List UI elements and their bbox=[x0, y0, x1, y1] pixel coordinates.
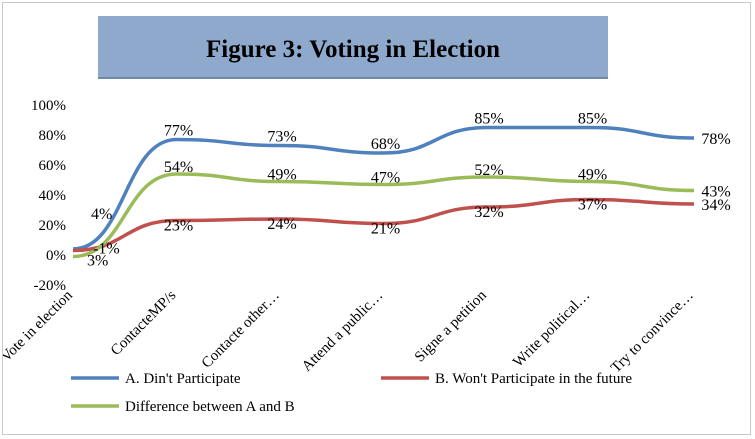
x-category-label: Attend a public… bbox=[299, 288, 386, 375]
y-tick-label: 40% bbox=[39, 188, 67, 204]
data-label: 73% bbox=[267, 129, 296, 146]
data-label: 49% bbox=[578, 167, 607, 184]
data-label: 43% bbox=[701, 184, 730, 201]
series-line-0 bbox=[72, 125, 695, 251]
x-category-label: Try to convince… bbox=[608, 288, 697, 377]
data-label: 85% bbox=[578, 111, 607, 128]
legend-label: B. Won't Participate in the future bbox=[435, 371, 632, 387]
x-category-label: Signe a petition bbox=[412, 287, 490, 365]
y-tick-label: 60% bbox=[39, 158, 67, 174]
series-line-2 bbox=[72, 172, 695, 259]
data-label: 4% bbox=[91, 206, 112, 223]
y-tick-label: 100% bbox=[31, 98, 66, 114]
data-label: 34% bbox=[701, 197, 730, 214]
legend-label: A. Din't Participate bbox=[125, 371, 241, 387]
chart-title-box: Figure 3: Voting in Election bbox=[98, 16, 608, 79]
data-label: 3% bbox=[87, 253, 108, 270]
y-tick-label: 20% bbox=[39, 218, 67, 234]
data-label: 47% bbox=[371, 170, 400, 187]
data-label: 21% bbox=[371, 221, 400, 238]
x-category-label: Write political… bbox=[510, 288, 593, 371]
data-label: 32% bbox=[474, 204, 503, 221]
y-tick-label: 0% bbox=[46, 248, 66, 264]
data-label: 24% bbox=[267, 216, 296, 233]
data-label: 77% bbox=[164, 123, 193, 140]
x-category-label: ContacteMP/s bbox=[108, 287, 180, 359]
legend-label: Difference between A and B bbox=[125, 399, 295, 415]
x-category-label: Contacte other… bbox=[199, 288, 283, 372]
series-line-1 bbox=[72, 197, 695, 253]
data-label: 23% bbox=[164, 218, 193, 235]
data-label: 68% bbox=[371, 136, 400, 153]
data-label: 52% bbox=[474, 162, 503, 179]
y-tick-label: -20% bbox=[34, 278, 67, 294]
data-label: 49% bbox=[267, 167, 296, 184]
chart-frame: Figure 3: Voting in Election 100% 80% 60% 4… bbox=[2, 2, 751, 435]
chart-title: Figure 3: Voting in Election bbox=[205, 36, 500, 63]
data-label: 37% bbox=[578, 197, 607, 214]
data-label: 85% bbox=[474, 111, 503, 128]
x-category-label: Vote in election bbox=[3, 287, 76, 365]
data-label: -1% bbox=[93, 241, 120, 258]
line-chart: 100% 80% 60% 40% 20% 0% -20%Vote in election Co… bbox=[3, 98, 731, 415]
data-label: 78% bbox=[701, 131, 730, 148]
y-tick-label: 80% bbox=[39, 128, 67, 144]
data-label: 54% bbox=[164, 159, 193, 176]
